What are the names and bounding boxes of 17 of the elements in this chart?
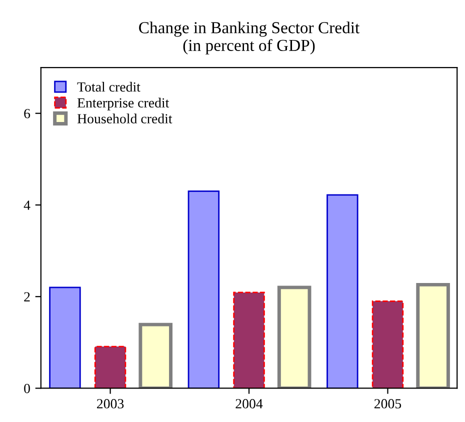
x-tick-label: 2005: [374, 399, 402, 408]
y-tick-label: 4: [24, 200, 30, 210]
bar: [49, 286, 81, 388]
bar: [233, 292, 265, 388]
bar: [188, 190, 220, 388]
y-tick-label: 6: [24, 108, 30, 118]
bar: [372, 300, 404, 388]
chart-title: Change in Banking Sector Credit (in percent of GDP): [139, 22, 360, 54]
y-tick-label: 2: [24, 292, 30, 302]
legend-label: Enterprise credit: [77, 98, 170, 110]
x-tick-label: 2004: [236, 399, 263, 408]
legend-label: Total credit: [77, 82, 140, 92]
y-tick-label: 0: [24, 384, 30, 394]
bar: [94, 346, 126, 388]
x-tick-label: 2003: [97, 399, 124, 408]
legend-label: Household credit: [77, 114, 172, 124]
bar: [326, 194, 358, 388]
